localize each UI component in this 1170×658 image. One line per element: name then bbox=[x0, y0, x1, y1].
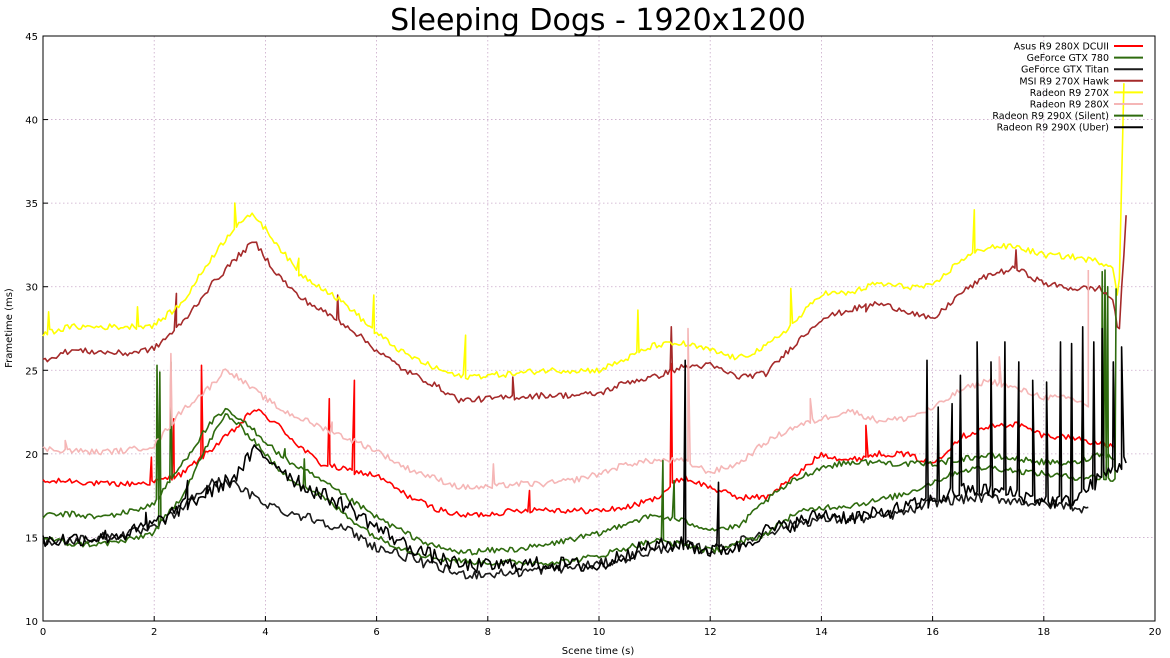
legend-label: GeForce GTX 780 bbox=[1027, 53, 1109, 64]
series-line-5 bbox=[42, 83, 1125, 381]
y-axis-label: Frametime (ms) bbox=[4, 288, 15, 368]
x-tick-label: 4 bbox=[262, 627, 268, 638]
legend-label: Radeon R9 280X bbox=[1030, 100, 1110, 111]
legend-label: Asus R9 280X DCUII bbox=[1014, 42, 1109, 53]
x-tick-label: 6 bbox=[373, 627, 379, 638]
x-tick-label: 2 bbox=[151, 627, 157, 638]
x-tick-label: 20 bbox=[1149, 627, 1162, 638]
series-line-6 bbox=[42, 270, 1090, 490]
x-tick-label: 12 bbox=[704, 627, 717, 638]
y-tick-label: 20 bbox=[25, 450, 38, 461]
grid bbox=[43, 36, 1155, 621]
y-axis: 10 15 20 25 30 35 40 45 bbox=[25, 32, 48, 628]
x-axis: 0 2 4 6 8 10 12 14 16 18 20 bbox=[40, 616, 1162, 638]
series-lines bbox=[42, 83, 1127, 580]
x-tick-label: 18 bbox=[1037, 627, 1050, 638]
x-tick-label: 0 bbox=[40, 627, 46, 638]
chart-title: Sleeping Dogs - 1920x1200 bbox=[390, 3, 806, 38]
y-tick-label: 40 bbox=[25, 116, 38, 127]
y-tick-label: 25 bbox=[25, 366, 38, 377]
legend-label: Radeon R9 290X (Uber) bbox=[997, 123, 1109, 134]
y-tick-label: 15 bbox=[25, 533, 38, 544]
legend-label: GeForce GTX Titan bbox=[1021, 65, 1109, 76]
y-tick-label: 10 bbox=[25, 617, 38, 628]
series-line-2 bbox=[42, 269, 1116, 556]
x-tick-label: 16 bbox=[926, 627, 939, 638]
legend-label: MSI R9 270X Hawk bbox=[1019, 76, 1109, 87]
y-tick-label: 35 bbox=[25, 199, 38, 210]
y-tick-label: 45 bbox=[25, 32, 38, 43]
legend-label: Radeon R9 290X (Silent) bbox=[992, 111, 1109, 122]
series-line-7 bbox=[42, 270, 1117, 566]
legend-label: Radeon R9 270X bbox=[1030, 88, 1110, 99]
x-axis-label: Scene time (s) bbox=[562, 646, 635, 657]
x-tick-label: 8 bbox=[485, 627, 491, 638]
series-line-8 bbox=[42, 326, 1127, 574]
series-line-1 bbox=[42, 362, 1116, 518]
x-tick-label: 10 bbox=[593, 627, 606, 638]
x-tick-label: 14 bbox=[815, 627, 828, 638]
series-line-4 bbox=[42, 215, 1127, 404]
y-tick-label: 30 bbox=[25, 283, 38, 294]
